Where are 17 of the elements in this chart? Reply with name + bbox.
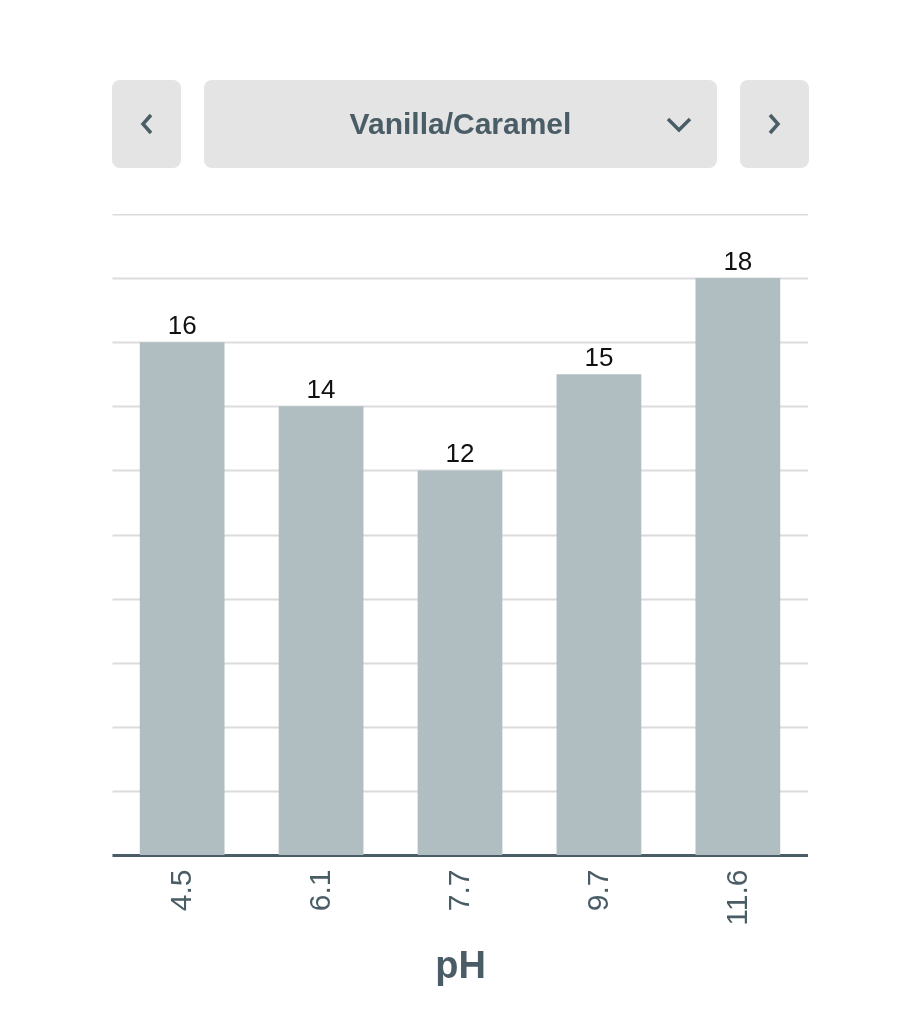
x-tick-label: 9.7 xyxy=(580,869,614,912)
bar xyxy=(695,278,781,855)
x-tick-label: 6.1 xyxy=(303,869,337,912)
x-tick-label: 7.7 xyxy=(442,869,475,912)
bar xyxy=(139,342,225,855)
dropdown: Vanilla/Caramel xyxy=(204,80,717,168)
data-label: 16 xyxy=(167,310,197,341)
data-label: 15 xyxy=(584,342,614,373)
data-label: 12 xyxy=(445,438,475,469)
data-label: 18 xyxy=(723,246,753,277)
bar xyxy=(556,374,642,855)
bar xyxy=(278,406,364,855)
x-tick-label: 11.6 xyxy=(719,869,753,926)
data-label: 14 xyxy=(306,374,336,405)
bar xyxy=(417,470,503,855)
x-axis-title: pH xyxy=(435,943,486,986)
x-tick-label: 4.5 xyxy=(164,869,198,912)
